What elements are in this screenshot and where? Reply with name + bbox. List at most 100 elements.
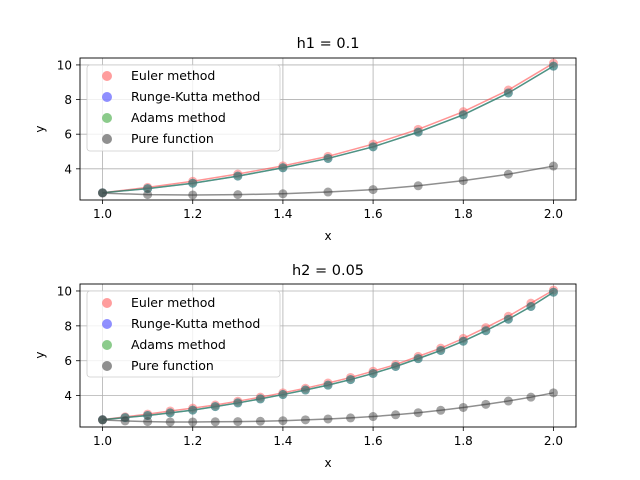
data-point-runge-kutta-method (323, 153, 333, 163)
x-tick-label: 2.0 (544, 434, 563, 448)
data-point-runge-kutta-method (481, 326, 491, 336)
series-lines (102, 62, 554, 196)
data-point-runge-kutta-method (278, 163, 288, 173)
data-point-adams-method (278, 163, 288, 173)
y-tick-label: 4 (64, 389, 72, 403)
legend-marker-runge-kutta (102, 92, 112, 102)
data-point-pure-function (188, 417, 198, 427)
data-point-runge-kutta-method (548, 61, 558, 71)
data-point-euler-method (300, 383, 310, 393)
data-point-pure-function (210, 417, 220, 427)
data-point-adams-method (503, 314, 513, 324)
series-line-euler-method (102, 62, 554, 194)
data-point-pure-function (98, 188, 108, 198)
series-line-pure-function (102, 392, 554, 423)
y-tick-label: 4 (64, 162, 72, 176)
data-point-pure-function (413, 181, 423, 191)
data-point-runge-kutta-method (98, 188, 108, 198)
data-point-euler-method (346, 372, 356, 382)
data-point-euler-method (368, 139, 378, 149)
legend-frame (86, 64, 281, 152)
axes-frame (79, 283, 577, 428)
data-point-adams-method (413, 354, 423, 364)
data-point-pure-function (323, 187, 333, 197)
series-line-adams-method (102, 291, 554, 421)
data-point-runge-kutta-method (323, 380, 333, 390)
data-point-pure-function (548, 388, 558, 398)
data-point-adams-method (98, 188, 108, 198)
data-point-pure-function (143, 417, 153, 427)
data-point-euler-method (548, 58, 558, 68)
data-point-euler-method (188, 403, 198, 413)
data-point-runge-kutta-method (233, 171, 243, 181)
x-tick-label: 1.8 (454, 434, 473, 448)
data-point-adams-method (548, 287, 558, 297)
data-point-runge-kutta-method (210, 402, 220, 412)
data-point-pure-function (458, 402, 468, 412)
legend: Euler method Runge-Kutta method Adams me… (86, 290, 281, 378)
data-point-adams-method (346, 375, 356, 385)
x-axis-label: x (324, 229, 331, 243)
data-point-pure-function (278, 416, 288, 426)
series-lines (102, 289, 554, 423)
data-point-euler-method (188, 176, 198, 186)
series-line-euler-method (102, 289, 554, 421)
data-point-runge-kutta-method (188, 405, 198, 415)
data-point-pure-function (165, 417, 175, 427)
legend-marker-runge-kutta (102, 319, 112, 329)
data-point-euler-method (255, 392, 265, 402)
data-point-euler-method (436, 343, 446, 353)
y-tick-label: 6 (64, 354, 72, 368)
data-point-adams-method (143, 410, 153, 420)
legend: Euler method Runge-Kutta method Adams me… (86, 64, 281, 152)
data-point-euler-method (120, 412, 130, 422)
data-point-euler-method (413, 124, 423, 134)
data-point-pure-function (526, 392, 536, 402)
data-point-euler-method (165, 406, 175, 416)
data-point-adams-method (323, 153, 333, 163)
data-point-runge-kutta-method (346, 375, 356, 385)
data-point-runge-kutta-method (368, 142, 378, 152)
data-point-pure-function (346, 413, 356, 423)
subplot-title: h2 = 0.05 (292, 263, 364, 279)
data-point-runge-kutta-method (143, 184, 153, 194)
x-tick-label: 1.0 (93, 434, 112, 448)
data-point-pure-function (458, 176, 468, 186)
legend-label-runge-kutta: Runge-Kutta method (131, 89, 260, 104)
legend-marker-adams (102, 113, 112, 123)
data-point-pure-function (233, 190, 243, 200)
x-tick-label: 2.0 (544, 207, 563, 221)
data-point-pure-function (548, 161, 558, 171)
legend-label-adams: Adams method (131, 337, 226, 352)
data-point-adams-method (526, 302, 536, 311)
legend-label-euler: Euler method (131, 295, 215, 310)
data-point-euler-method (278, 161, 288, 171)
data-point-runge-kutta-method (120, 413, 130, 423)
data-point-adams-method (481, 326, 491, 336)
x-tick-label: 1.0 (93, 207, 112, 221)
data-point-adams-method (436, 345, 446, 355)
data-point-euler-method (391, 360, 401, 370)
data-point-euler-method (143, 182, 153, 192)
y-tick-label: 10 (57, 58, 72, 72)
data-point-pure-function (323, 414, 333, 424)
data-point-runge-kutta-method (233, 398, 243, 408)
data-point-runge-kutta-method (368, 368, 378, 378)
data-point-euler-method (210, 400, 220, 410)
x-tick-label: 1.2 (183, 434, 202, 448)
subplot-title: h1 = 0.1 (297, 36, 360, 52)
data-point-runge-kutta-method (413, 354, 423, 364)
y-tick-label: 10 (57, 284, 72, 298)
data-point-runge-kutta-method (458, 336, 468, 346)
legend-marker-adams (102, 340, 112, 350)
series-line-adams-method (102, 65, 554, 194)
data-point-adams-method (188, 178, 198, 188)
x-tick-label: 1.2 (183, 207, 202, 221)
data-point-pure-function (278, 189, 288, 199)
y-axis-label: y (33, 125, 47, 132)
data-point-runge-kutta-method (188, 178, 198, 188)
data-point-pure-function (120, 416, 130, 426)
data-point-adams-method (255, 394, 265, 404)
x-tick-label: 1.8 (454, 207, 473, 221)
